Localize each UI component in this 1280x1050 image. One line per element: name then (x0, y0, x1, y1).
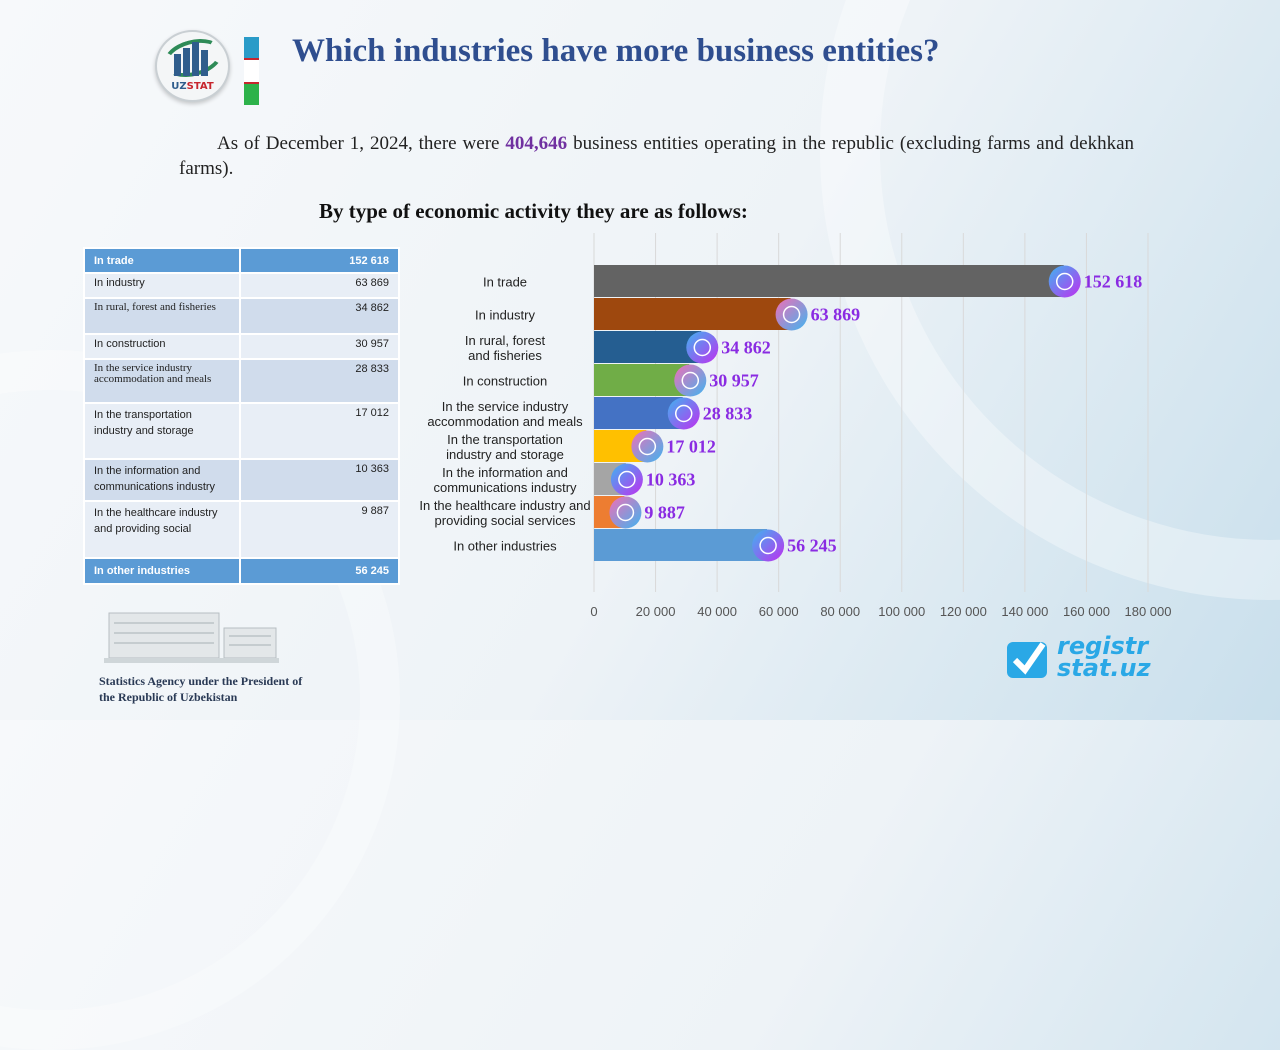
bar-3 (594, 331, 702, 363)
table-row: In construction 30 957 (83, 333, 400, 360)
category-label: In construction (463, 374, 548, 389)
table-row: In trade 152 618 (83, 247, 400, 274)
category-label: In industry (475, 308, 535, 323)
building-illustration (104, 612, 279, 663)
warehouse-icon (631, 430, 664, 463)
table-row: In industry 63 869 (83, 272, 400, 299)
page-title: Which industries have more business enti… (292, 33, 940, 69)
bar-4 (594, 364, 690, 396)
uzstat-logo: UZSTAT (155, 30, 230, 102)
shop-icon-glyph (1055, 272, 1074, 291)
registrstat-logo[interactable]: registr stat.uz (1007, 634, 1151, 683)
more-icon (752, 529, 785, 562)
data-label: 63 869 (811, 305, 861, 325)
table-row: In rural, forest and fisheries 34 862 (83, 297, 400, 335)
category-label: In the transportation industry and storag… (446, 432, 564, 462)
x-tick-label: 40 000 (697, 604, 737, 619)
data-label: 34 862 (721, 338, 771, 358)
factory-icon-glyph (782, 305, 801, 324)
data-label: 9 887 (644, 503, 685, 523)
category-label: In the information and communications ind… (433, 465, 577, 495)
network-icon (610, 463, 643, 496)
x-tick-label: 160 000 (1063, 604, 1110, 619)
total-count: 404,646 (505, 133, 568, 154)
factory-icon (775, 298, 808, 331)
bar-9 (594, 529, 768, 561)
data-label: 10 363 (646, 470, 696, 490)
x-tick-label: 80 000 (820, 604, 860, 619)
intro-text: As of December 1, 2024, there were 404,6… (179, 133, 1134, 179)
category-label: In rural, forest and fisheries (465, 333, 546, 363)
x-tick-label: 100 000 (878, 604, 925, 619)
category-label: In the service industry accommodation and… (427, 399, 583, 429)
x-tick-label: 120 000 (940, 604, 987, 619)
x-tick-label: 20 000 (636, 604, 676, 619)
data-label: 28 833 (703, 404, 753, 424)
table-row: In the information and communications in… (83, 458, 400, 502)
shop-icon (1048, 265, 1081, 298)
table-row: In other industries 56 245 (83, 557, 400, 585)
healthcare-icon (609, 496, 642, 529)
x-tick-label: 60 000 (759, 604, 799, 619)
construction-icon-glyph (681, 371, 700, 390)
section-subtitle: By type of economic activity they are as… (319, 199, 748, 223)
warehouse-icon-glyph (638, 437, 657, 456)
category-label: In trade (483, 275, 527, 290)
service-icon-glyph (674, 404, 693, 423)
farm-icon-glyph (693, 338, 712, 357)
farm-icon (686, 331, 719, 364)
network-icon-glyph (618, 470, 636, 489)
healthcare-icon-glyph (616, 503, 635, 522)
service-icon (667, 397, 700, 430)
bar-2 (594, 298, 791, 330)
industry-table: In trade 152 618 In industry 63 869 In rur… (83, 247, 400, 585)
category-label: In other industries (453, 539, 557, 554)
data-label: 56 245 (787, 536, 837, 556)
data-label: 30 957 (709, 371, 759, 391)
table-row: In the service industry accommodation an… (83, 358, 400, 404)
category-label: In the healthcare industry and providing … (419, 498, 590, 528)
x-tick-label: 140 000 (1001, 604, 1048, 619)
table-row: In the transportation industry and stora… (83, 402, 400, 460)
agency-name: Statistics Agency under the President of… (99, 674, 303, 704)
bar-1 (594, 265, 1064, 297)
data-label: 152 618 (1084, 272, 1143, 292)
x-tick-label: 180 000 (1125, 604, 1172, 619)
table-row: In the healthcare industry and providing… (83, 500, 400, 559)
more-icon-glyph (759, 536, 777, 555)
x-tick-label: 0 (590, 604, 597, 619)
construction-icon (674, 364, 707, 397)
data-label: 17 012 (666, 437, 716, 457)
uzbekistan-flag (244, 37, 259, 105)
bar-chart: 0 20 000 40 000 60 000 80 000 100 000 120 000 1… (419, 233, 1172, 619)
